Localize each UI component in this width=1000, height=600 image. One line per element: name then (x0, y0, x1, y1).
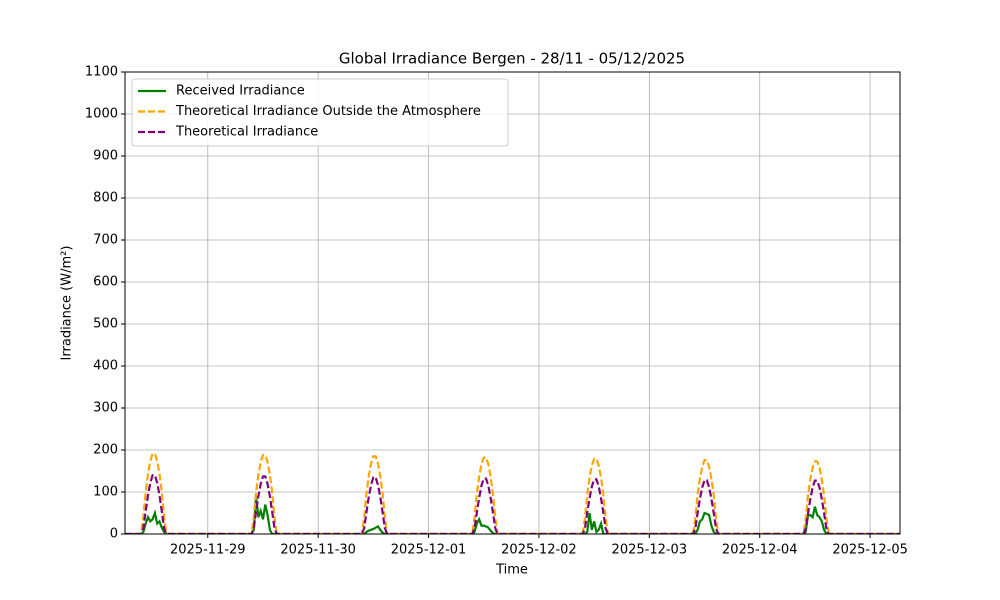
legend-label: Theoretical Irradiance Outside the Atmos… (175, 104, 481, 119)
y-tick-label: 600 (93, 275, 118, 290)
x-tick-label: 2025-12-05 (832, 543, 908, 558)
y-tick-label: 800 (93, 191, 118, 206)
y-tick-label: 100 (93, 485, 118, 500)
y-tick-label: 0 (110, 527, 118, 542)
y-tick-label: 900 (93, 149, 118, 164)
y-tick-label: 200 (93, 443, 118, 458)
chart-title: Global Irradiance Bergen - 28/11 - 05/12… (339, 50, 685, 68)
x-tick-label: 2025-11-29 (170, 543, 246, 558)
y-axis-label: Irradiance (W/m²) (60, 246, 75, 361)
x-tick-label: 2025-12-01 (391, 543, 467, 558)
legend-label: Received Irradiance (176, 84, 305, 99)
series-line (125, 474, 900, 534)
y-tick-label: 300 (93, 401, 118, 416)
legend-box (131, 78, 509, 147)
y-tick-label: 1000 (85, 107, 118, 122)
legend-label: Theoretical Irradiance (175, 125, 318, 140)
x-tick-label: 2025-11-30 (280, 543, 356, 558)
x-tick-label: 2025-12-02 (501, 543, 577, 558)
y-tick-label: 400 (93, 359, 118, 374)
series-line (125, 452, 900, 534)
x-tick-label: 2025-12-03 (612, 543, 688, 558)
y-tick-label: 700 (93, 233, 118, 248)
y-tick-label: 1100 (85, 65, 118, 80)
y-tick-label: 500 (93, 317, 118, 332)
plot-frame (124, 71, 901, 535)
x-axis-label: Time (495, 563, 528, 578)
x-tick-label: 2025-12-04 (722, 543, 798, 558)
